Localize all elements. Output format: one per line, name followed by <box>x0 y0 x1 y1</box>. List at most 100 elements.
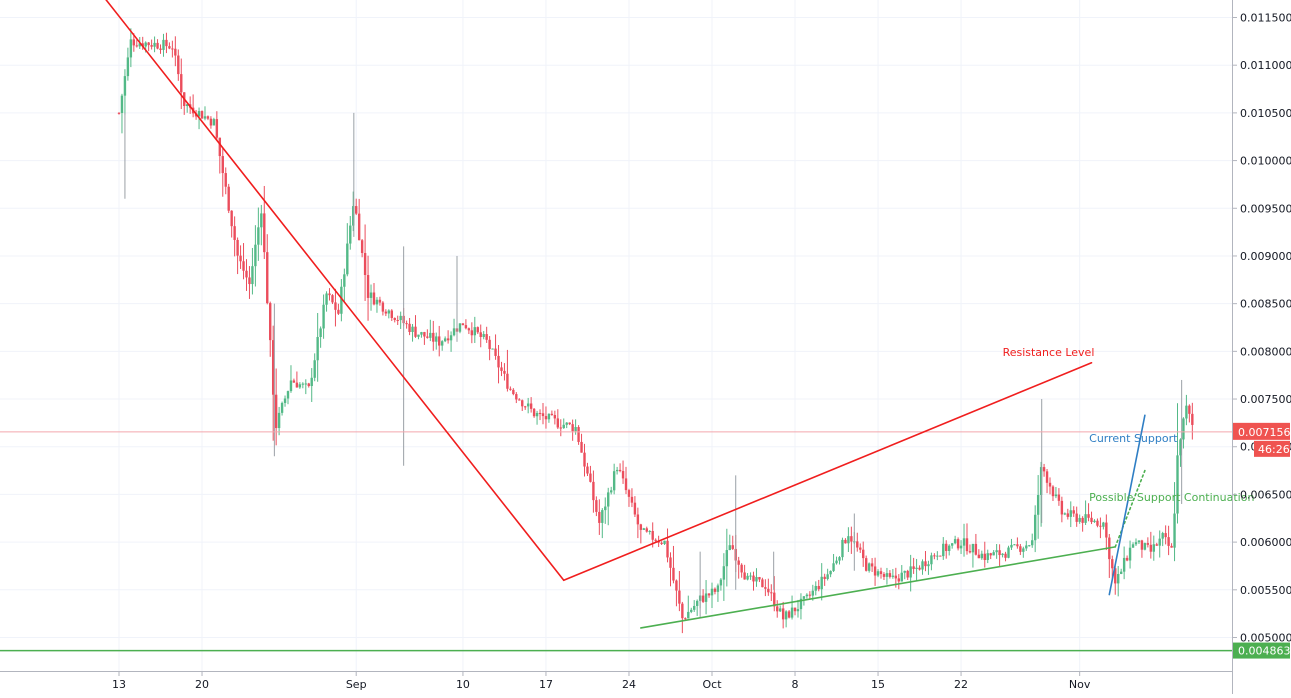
candle-body <box>512 389 515 395</box>
candle-body <box>666 540 669 558</box>
candle-body <box>577 427 580 442</box>
candle-body <box>636 514 640 525</box>
candle-body <box>568 422 571 425</box>
trend-line-support-green-continuation[interactable] <box>1114 469 1146 548</box>
candle-body <box>387 310 391 314</box>
candle-body <box>399 315 402 321</box>
candle-body <box>515 394 518 400</box>
candle-body <box>826 574 829 579</box>
candle-body <box>793 607 797 612</box>
candle-body <box>989 553 992 556</box>
candle-body <box>660 542 663 544</box>
candle-body <box>642 528 646 530</box>
annotation-label: Current Support <box>1089 432 1178 445</box>
candle-body <box>215 119 219 138</box>
candle-body <box>203 116 207 119</box>
candle-body <box>360 240 364 254</box>
candle-body <box>823 576 826 579</box>
candle-body <box>482 334 485 337</box>
candle-body <box>980 553 984 559</box>
candle-body <box>497 355 500 368</box>
candle-body <box>885 573 889 577</box>
candle-body <box>1096 520 1099 526</box>
candle-body <box>1039 467 1043 496</box>
time-tick-label: 13 <box>112 678 126 691</box>
candle-body <box>939 555 942 557</box>
candle-body <box>417 334 420 337</box>
price-tick-label: 0.007500 <box>1240 393 1291 406</box>
level-price-value: 0.004863 <box>1238 645 1291 658</box>
candle-body <box>479 332 482 337</box>
time-tick-label: Sep <box>346 678 367 691</box>
price-axis[interactable]: 0.011500 0.011000 0.010500 0.010000 0.009500… <box>1232 0 1291 694</box>
candle-body <box>476 327 479 333</box>
candle-body <box>948 545 951 551</box>
candle-body <box>687 611 690 619</box>
trend-line-resistance-up[interactable] <box>562 361 1093 582</box>
candle-body <box>974 543 978 555</box>
trend-line-resistance-down[interactable] <box>101 0 565 582</box>
time-axis[interactable]: 13 20 Sep 10 17 24 Oct 8 15 22 Nov <box>0 671 1232 691</box>
candle-body <box>467 328 471 331</box>
candle-body <box>289 380 293 392</box>
candle-body <box>764 587 767 589</box>
candle-body <box>414 326 417 337</box>
trend-line-support-blue[interactable] <box>1108 414 1146 596</box>
candle-body <box>1054 494 1058 497</box>
candle-body <box>968 551 972 553</box>
candle-body <box>411 326 414 332</box>
candle-body <box>322 304 325 329</box>
candle-body <box>918 567 921 570</box>
candle-body <box>1161 533 1164 539</box>
candle-body <box>263 213 266 253</box>
candle-body <box>227 186 230 211</box>
candle-body <box>1164 533 1167 538</box>
candle-body <box>607 492 610 507</box>
candle-body <box>1119 571 1123 574</box>
candle-body <box>269 303 272 341</box>
candle-body <box>740 564 743 573</box>
candle-body <box>956 539 960 549</box>
candle-body <box>639 524 643 530</box>
candle-body <box>945 543 948 551</box>
candle-body <box>283 398 287 403</box>
candle-body <box>1093 520 1096 523</box>
time-tick-label: 22 <box>954 678 968 691</box>
candle-body <box>117 112 121 114</box>
candle-body <box>870 563 874 567</box>
grid-lines <box>0 0 1232 671</box>
price-tick-label: 0.008000 <box>1240 345 1291 358</box>
candle-body <box>820 576 823 590</box>
candle-body <box>1004 553 1007 558</box>
candle-body <box>435 336 438 342</box>
candle-body <box>1182 418 1185 440</box>
candle-body <box>912 566 915 569</box>
candle-body <box>864 558 868 571</box>
candle-body <box>651 531 654 540</box>
candle-body <box>1087 514 1090 518</box>
candle-body <box>230 210 233 227</box>
candle-body <box>805 594 809 597</box>
candle-body <box>277 412 281 429</box>
time-tick-label: 10 <box>456 678 470 691</box>
trend-lines[interactable] <box>0 0 1232 652</box>
trend-line-support-green[interactable] <box>640 546 1117 629</box>
candle-body <box>446 338 450 341</box>
candle-body <box>381 302 385 312</box>
candle-body <box>838 557 841 561</box>
candle-body <box>500 367 503 371</box>
candle-body <box>589 473 592 482</box>
candle-body <box>1016 544 1019 547</box>
candle-body <box>627 490 631 497</box>
candle-body <box>120 95 124 113</box>
candle-body <box>1069 510 1072 517</box>
candle-body <box>992 552 995 556</box>
candle-body <box>485 334 488 340</box>
candle-body <box>168 46 171 49</box>
price-tick-label: 0.006500 <box>1240 488 1291 501</box>
candle-body <box>559 427 562 429</box>
countdown-tag <box>1254 440 1290 457</box>
candle-body <box>618 469 622 472</box>
